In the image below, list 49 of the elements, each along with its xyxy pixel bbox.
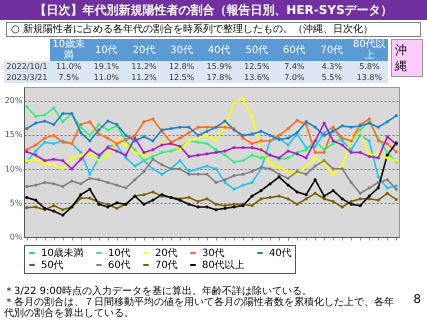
text: 5.5% — [313, 72, 351, 83]
text: 5.8% — [350, 61, 388, 72]
text: 20代 — [132, 44, 156, 56]
y-tick-label: 20% — [4, 96, 23, 106]
y-tick-label: 10% — [4, 164, 23, 174]
text: ＊3/22 9:00時点の入力データを基に算出。年齢不詳は除いている。 — [4, 286, 312, 297]
text: 19.1% — [88, 61, 126, 72]
text: 2023/3/21 — [4, 72, 50, 83]
text: 4.3% — [313, 61, 351, 72]
text: 70代 — [320, 44, 344, 56]
text: 50代 — [245, 44, 268, 56]
text: 60代 — [283, 44, 306, 56]
legend-label: 80代以上 — [202, 259, 245, 271]
legend-label: 60代 — [108, 260, 131, 271]
text: 7.0% — [276, 72, 314, 83]
legend-label: 70代 — [155, 260, 178, 271]
text: 12.8% — [162, 61, 200, 72]
legend-label: 50代 — [41, 260, 64, 271]
text: 40代 — [208, 44, 231, 56]
text: 沖縄 — [391, 39, 423, 77]
legend-label: 10歳未満 — [41, 247, 84, 259]
text: 10代 — [94, 44, 118, 56]
text: 11.2% — [125, 61, 163, 72]
text: 10歳未満 — [52, 39, 86, 61]
text: 15.9% — [200, 61, 238, 72]
legend-label: 40代 — [269, 248, 292, 259]
text: 11.0% — [88, 72, 126, 83]
text: 2022/10/1 — [4, 61, 50, 72]
text: 13.6% — [238, 72, 276, 83]
y-tick-label: 0% — [10, 232, 23, 242]
chart-title: 【日次】年代別新規陽性者の割合（報告日別、HER-SYSデータ） — [0, 0, 427, 20]
text: 17.8% — [200, 72, 238, 83]
text: 13.8% — [350, 72, 388, 83]
text: 30代 — [170, 44, 193, 56]
text: 11.0% — [50, 61, 88, 72]
text: 8 — [413, 292, 421, 306]
text: ＊各月の割合は、７日間移動平均の値を用いて各月の陽性者数を累積化した上で、各年代別の割合を算出している。 — [4, 297, 395, 319]
y-tick-label: 15% — [4, 130, 23, 140]
y-tick-label: 5% — [10, 198, 23, 208]
legend-label: 10代 — [108, 248, 131, 259]
chart-subtitle: ○ 新規陽性者に占める各年代の割合を時系列で整理したもの。（沖縄、日次化） — [6, 22, 421, 37]
text: 12.5% — [162, 72, 200, 83]
text: 12.5% — [238, 61, 276, 72]
text: 80代以上 — [353, 39, 386, 61]
text: 11.2% — [125, 72, 163, 83]
text: 7.5% — [50, 72, 88, 83]
text: 7.4% — [276, 61, 314, 72]
legend-label: 20代 — [155, 248, 178, 259]
legend-label: 30代 — [202, 248, 225, 259]
